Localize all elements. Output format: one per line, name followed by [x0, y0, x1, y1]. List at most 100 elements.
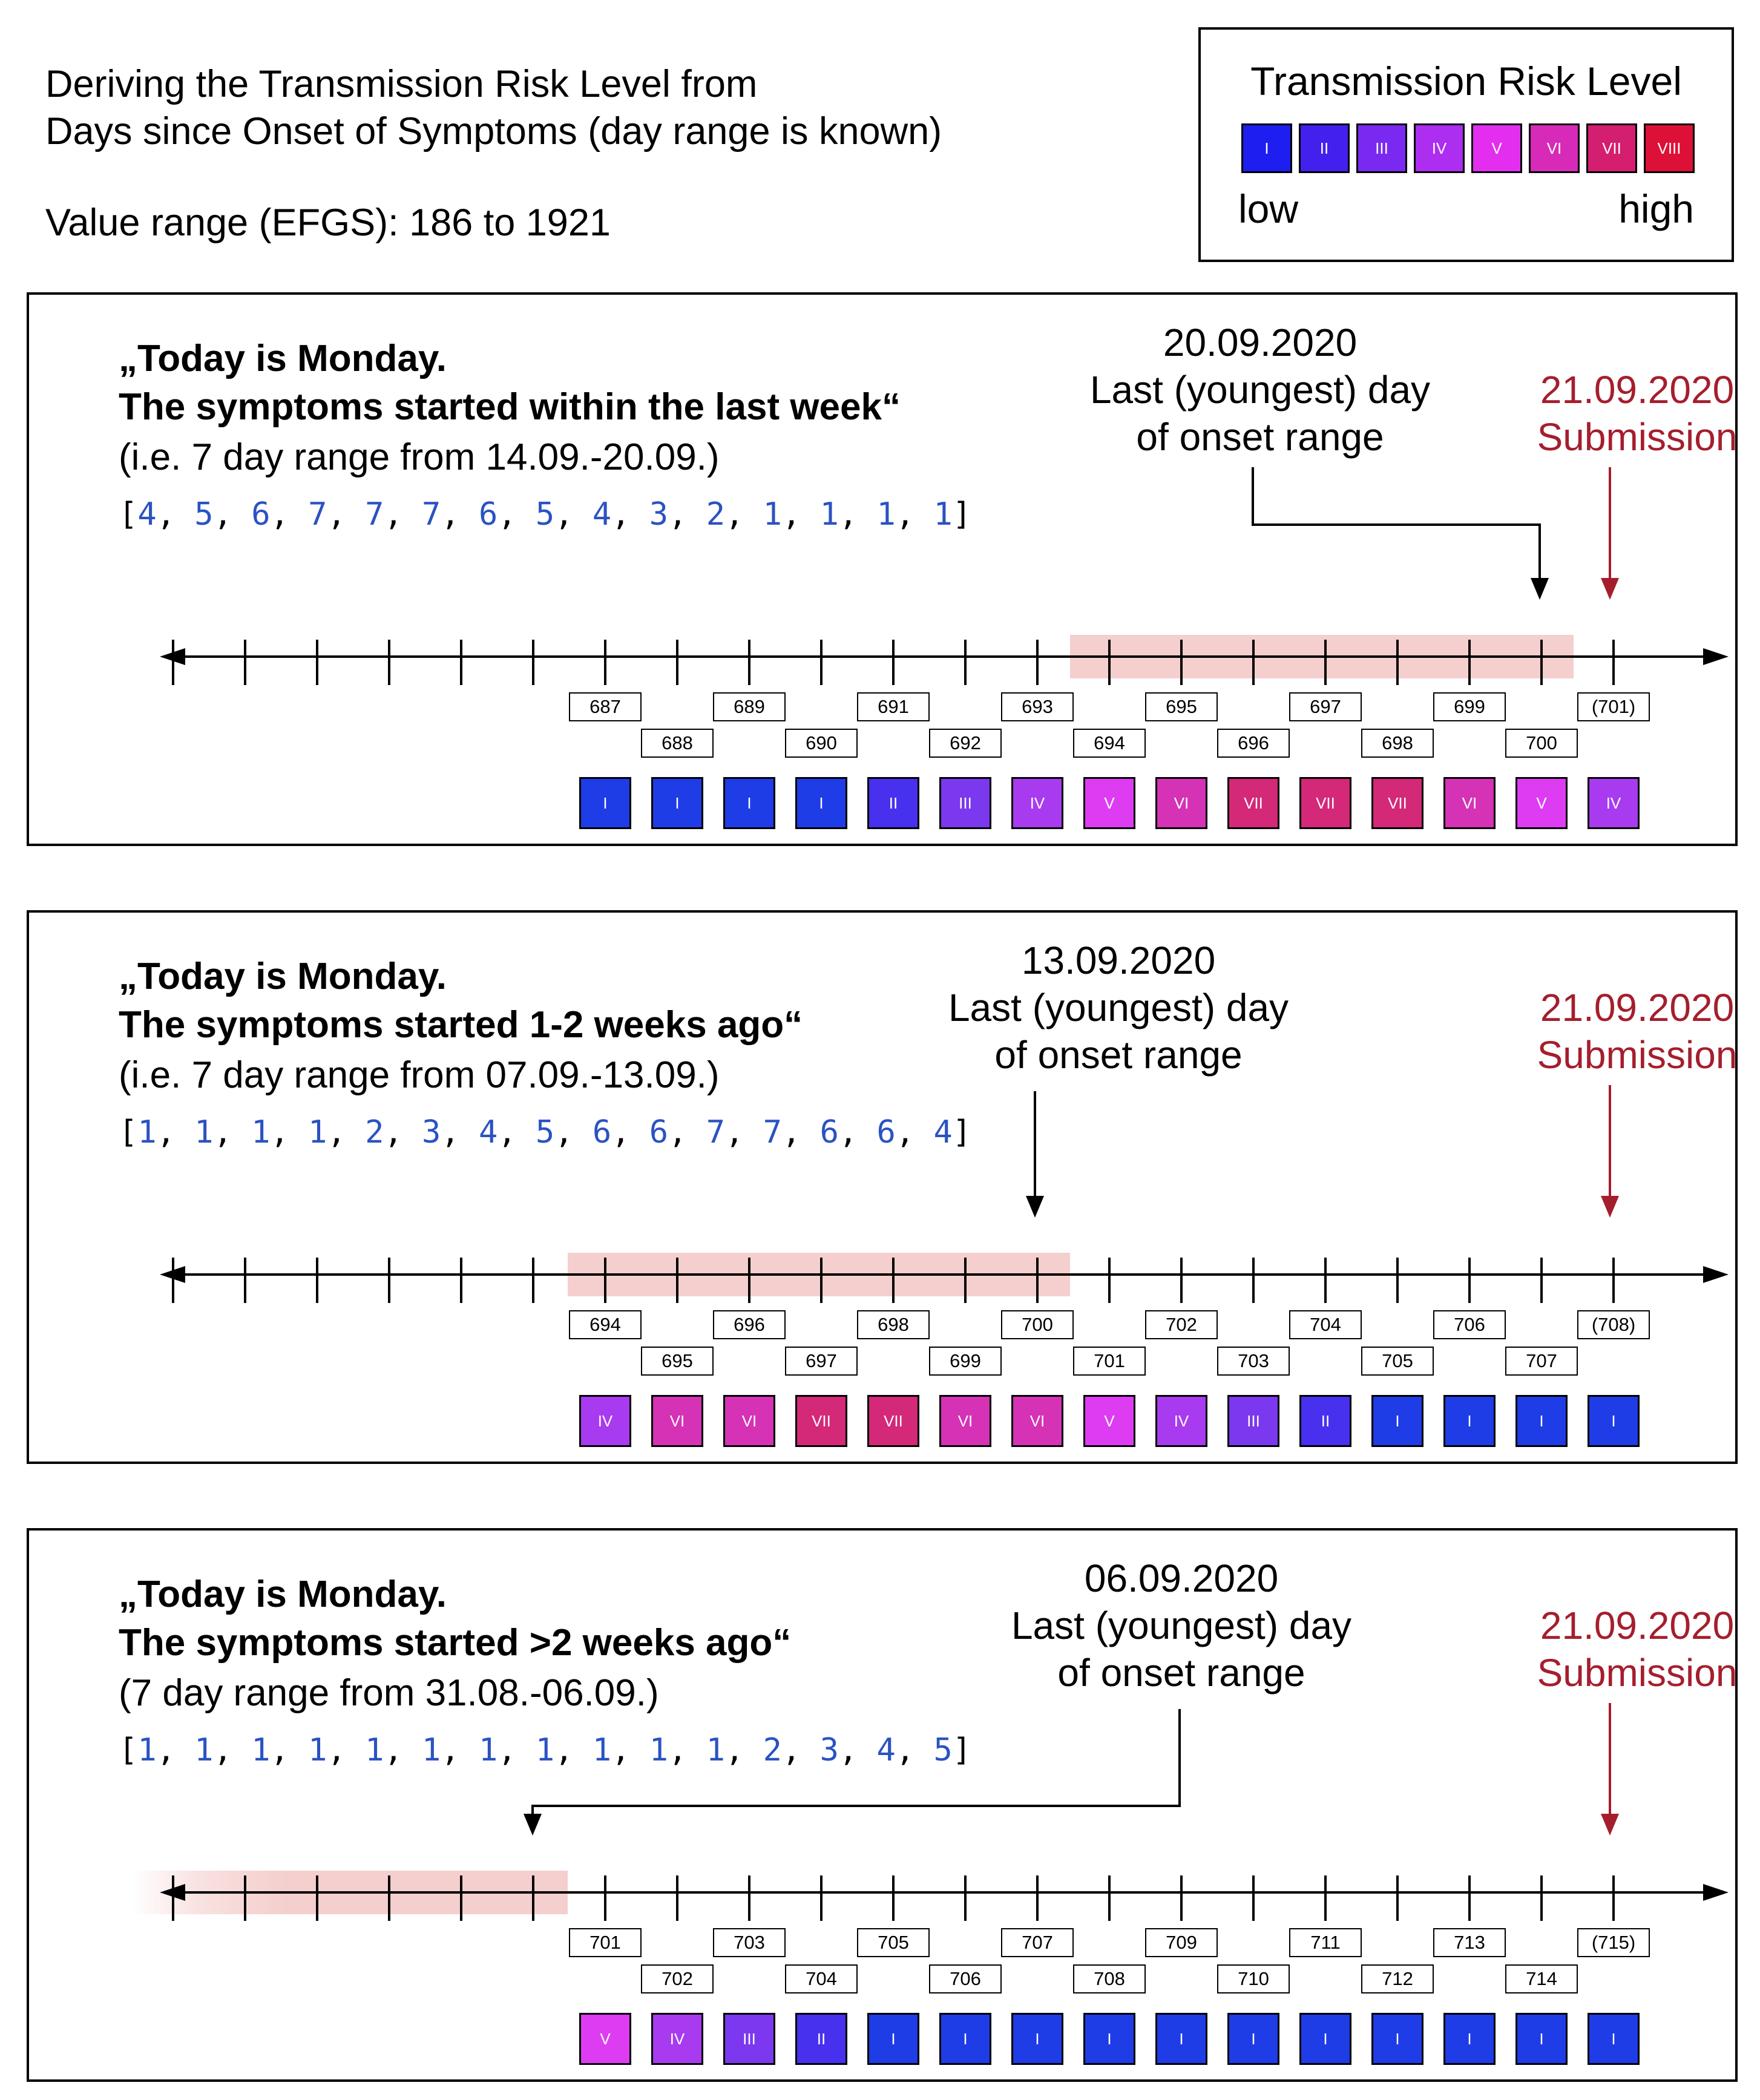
- day-number-box: 696: [1217, 729, 1290, 758]
- array-value: 1: [706, 1732, 725, 1768]
- day-number-box: 700: [1001, 1310, 1074, 1339]
- onset-date: 06.09.2020: [1084, 1557, 1279, 1600]
- array-value: 1: [592, 1732, 612, 1768]
- array-value: 1: [251, 1114, 271, 1150]
- scenario-panel-1: „Today is Monday. The symptoms started w…: [27, 292, 1738, 846]
- risk-level-square: VII: [1227, 777, 1279, 829]
- array-value: 3: [422, 1114, 441, 1150]
- risk-level-square: II: [1299, 1395, 1351, 1447]
- risk-value-array: [1, 1, 1, 1, 2, 3, 4, 5, 6, 6, 7, 7, 6, …: [119, 1114, 972, 1150]
- day-number-box: 689: [713, 692, 786, 721]
- day-number-box: 687: [569, 692, 642, 721]
- risk-level-square: VII: [1299, 777, 1351, 829]
- legend-swatch-3: III: [1356, 123, 1407, 173]
- timeline: [160, 467, 1729, 685]
- risk-level-square: I: [1155, 2013, 1207, 2065]
- risk-level-square: I: [1371, 2013, 1423, 2065]
- day-number-box: 712: [1361, 1964, 1434, 1993]
- array-value: 1: [137, 1114, 157, 1150]
- array-value: 4: [592, 496, 612, 533]
- array-value: 7: [706, 1114, 725, 1150]
- submission-arrowhead: [1601, 1196, 1619, 1218]
- risk-level-square: III: [939, 777, 991, 829]
- risk-level-square: I: [723, 777, 775, 829]
- array-value: 1: [365, 1732, 384, 1768]
- day-number-box: (715): [1577, 1928, 1650, 1957]
- day-number-box: 703: [713, 1928, 786, 1957]
- submission-label: Submission: [1537, 415, 1738, 459]
- day-number-box: 698: [1361, 729, 1434, 758]
- timeline: [160, 1085, 1729, 1303]
- day-number-box: 694: [569, 1310, 642, 1339]
- risk-level-square: I: [1588, 1395, 1640, 1447]
- risk-level-square: V: [1083, 1395, 1135, 1447]
- array-value: 1: [251, 1732, 271, 1768]
- risk-level-square: I: [1515, 1395, 1568, 1447]
- onset-date: 20.09.2020: [1163, 321, 1358, 364]
- risk-level-square: V: [1083, 777, 1135, 829]
- onset-arrow-line: [1252, 467, 1541, 578]
- onset-arrow-line: [531, 1709, 1181, 1814]
- timeline-ticks: [172, 640, 1615, 685]
- onset-label-line-2: of onset range: [1136, 415, 1384, 459]
- risk-level-square: IV: [1588, 777, 1640, 829]
- array-value: 5: [535, 496, 555, 533]
- risk-level-square: VI: [939, 1395, 991, 1447]
- onset-label-line-2: of onset range: [1057, 1651, 1305, 1695]
- timeline-ticks: [172, 1875, 1615, 1921]
- day-number-box: (701): [1577, 692, 1650, 721]
- risk-value-array: [4, 5, 6, 7, 7, 7, 6, 5, 4, 3, 2, 1, 1, …: [119, 496, 972, 533]
- array-value: 6: [592, 1114, 612, 1150]
- array-value: 4: [876, 1732, 896, 1768]
- day-number-box: 690: [785, 729, 858, 758]
- legend-title: Transmission Risk Level: [1250, 59, 1682, 103]
- onset-arrowhead: [524, 1814, 542, 1836]
- legend-high-label: high: [1618, 186, 1694, 231]
- day-number-box: 709: [1145, 1928, 1218, 1957]
- day-number-box: 701: [569, 1928, 642, 1957]
- onset-label-line-2: of onset range: [994, 1033, 1243, 1077]
- legend-swatch-4: IV: [1414, 123, 1465, 173]
- array-value: 7: [422, 496, 441, 533]
- risk-level-square: I: [651, 777, 703, 829]
- array-value: 1: [819, 496, 839, 533]
- day-number-box: 704: [1289, 1310, 1362, 1339]
- day-number-box: 713: [1433, 1928, 1506, 1957]
- array-value: 1: [535, 1732, 555, 1768]
- risk-level-square: IV: [579, 1395, 631, 1447]
- risk-level-square: VI: [1443, 777, 1496, 829]
- risk-level-square: I: [867, 2013, 919, 2065]
- timeline-right-arrowhead: [1703, 1884, 1729, 1901]
- risk-level-square: I: [1371, 1395, 1423, 1447]
- day-number-box: 698: [857, 1310, 930, 1339]
- scenario-panel-3: „Today is Monday. The symptoms started >…: [27, 1528, 1738, 2082]
- day-number-box: 696: [713, 1310, 786, 1339]
- day-number-box: 714: [1505, 1964, 1578, 1993]
- risk-level-square: VI: [651, 1395, 703, 1447]
- day-number-box: 711: [1289, 1928, 1362, 1957]
- day-number-box: 699: [929, 1347, 1002, 1376]
- day-number-box: 710: [1217, 1964, 1290, 1993]
- day-number-box: 695: [641, 1347, 714, 1376]
- array-value: 1: [876, 496, 896, 533]
- array-value: 2: [706, 496, 725, 533]
- risk-level-square: III: [723, 2013, 775, 2065]
- scenario-range-text: (i.e. 7 day range from 14.09.-20.09.): [119, 436, 720, 478]
- risk-level-square: I: [1011, 2013, 1063, 2065]
- submission-annotation: 21.09.2020 Submission: [1486, 366, 1760, 461]
- scenario-quote-line-2: The symptoms started within the last wee…: [119, 386, 901, 428]
- array-value: 4: [933, 1114, 953, 1150]
- day-number-box: 701: [1073, 1347, 1146, 1376]
- array-value: 1: [137, 1732, 157, 1768]
- risk-value-array: [1, 1, 1, 1, 1, 1, 1, 1, 1, 1, 1, 2, 3, …: [119, 1732, 972, 1768]
- diagram-title-line-2: Days since Onset of Symptoms (day range …: [45, 110, 942, 153]
- array-value: 6: [478, 496, 498, 533]
- submission-arrowhead: [1601, 1814, 1619, 1836]
- array-value: 6: [819, 1114, 839, 1150]
- onset-annotation: 20.09.2020 Last (youngest) day of onset …: [1018, 319, 1502, 461]
- day-number-box: 707: [1001, 1928, 1074, 1957]
- onset-arrowhead: [1026, 1196, 1044, 1218]
- array-value: 6: [649, 1114, 669, 1150]
- diagram-title-line-1: Deriving the Transmission Risk Level fro…: [45, 63, 758, 105]
- array-value: 6: [876, 1114, 896, 1150]
